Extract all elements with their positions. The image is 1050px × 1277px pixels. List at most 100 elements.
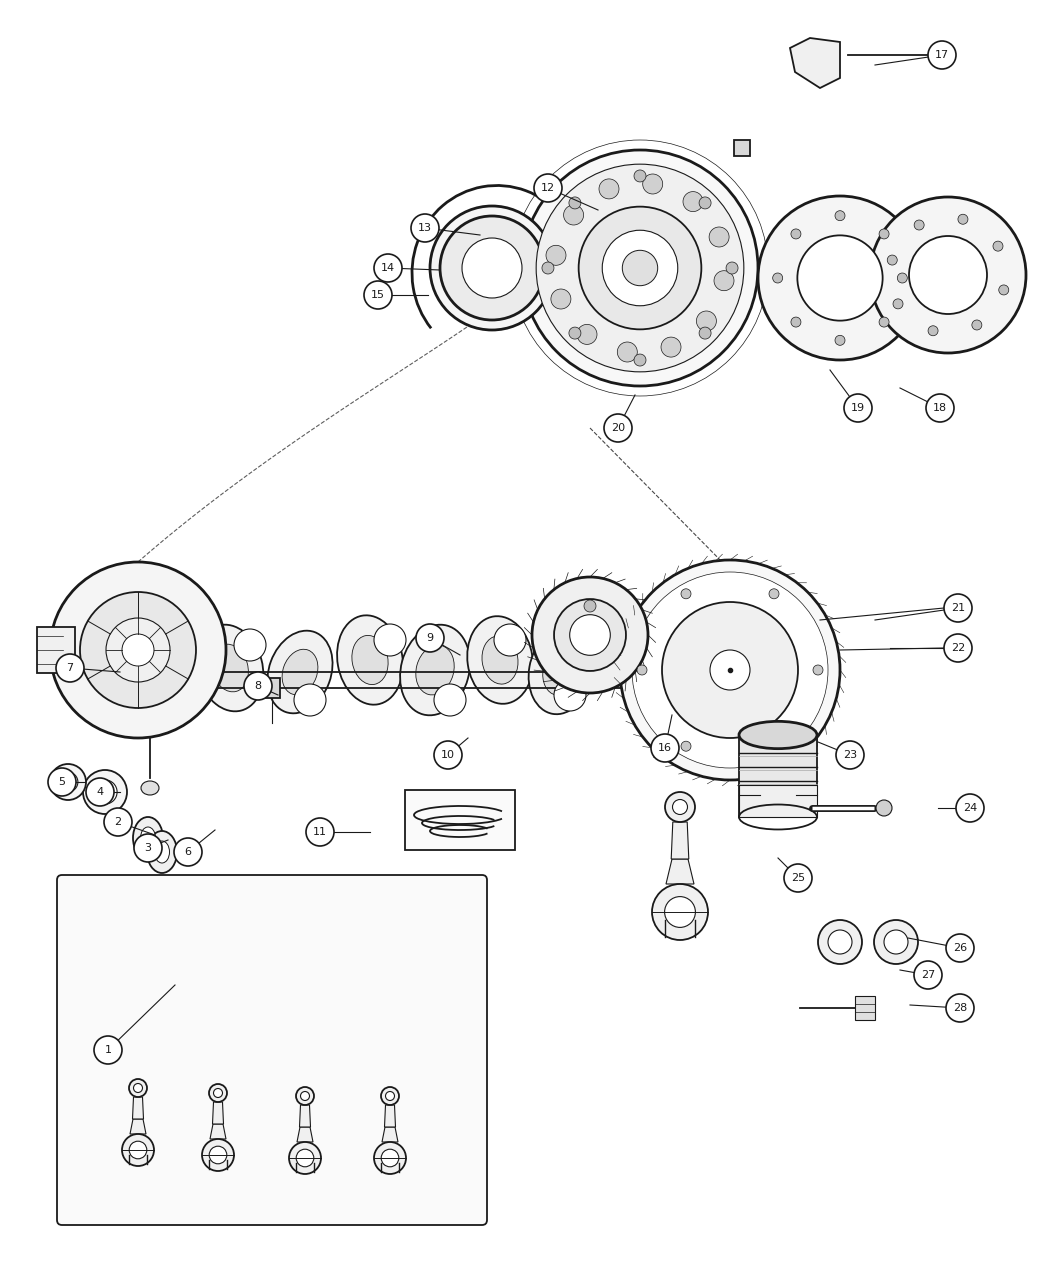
Circle shape (944, 633, 972, 661)
Text: 3: 3 (145, 843, 151, 853)
Circle shape (381, 1149, 399, 1167)
Circle shape (440, 216, 544, 321)
Bar (38, 627, 76, 673)
Circle shape (494, 624, 526, 656)
Circle shape (634, 354, 646, 366)
Polygon shape (384, 1105, 396, 1128)
Ellipse shape (154, 842, 169, 863)
Circle shape (554, 599, 626, 670)
Circle shape (209, 1084, 227, 1102)
Circle shape (887, 255, 898, 266)
Ellipse shape (482, 636, 518, 684)
Ellipse shape (282, 649, 318, 695)
Ellipse shape (196, 624, 264, 711)
Circle shape (364, 281, 392, 309)
Ellipse shape (160, 663, 170, 697)
Ellipse shape (416, 645, 455, 695)
Circle shape (56, 654, 84, 682)
Bar (405, 790, 514, 850)
Text: 21: 21 (951, 603, 965, 613)
Ellipse shape (147, 831, 177, 873)
Circle shape (699, 327, 711, 340)
Ellipse shape (352, 636, 388, 684)
Circle shape (617, 342, 637, 361)
Circle shape (578, 324, 597, 345)
Circle shape (699, 197, 711, 209)
Circle shape (665, 896, 695, 927)
Text: 19: 19 (850, 404, 865, 412)
Circle shape (213, 1088, 223, 1097)
Polygon shape (132, 1097, 144, 1119)
Text: 17: 17 (934, 50, 949, 60)
Circle shape (632, 572, 828, 767)
Circle shape (958, 215, 968, 225)
Circle shape (381, 1087, 399, 1105)
Circle shape (835, 211, 845, 221)
Circle shape (289, 1142, 321, 1174)
Circle shape (879, 317, 889, 327)
Circle shape (879, 229, 889, 239)
Polygon shape (212, 1102, 224, 1124)
Circle shape (133, 1083, 143, 1093)
Circle shape (874, 919, 918, 964)
Circle shape (58, 773, 78, 792)
Circle shape (374, 1142, 406, 1174)
Circle shape (813, 665, 823, 676)
Text: 27: 27 (921, 971, 936, 979)
Circle shape (209, 1147, 227, 1163)
Ellipse shape (129, 645, 151, 715)
Ellipse shape (133, 817, 163, 859)
Circle shape (681, 741, 691, 751)
Circle shape (972, 321, 982, 329)
Ellipse shape (936, 50, 952, 60)
Circle shape (946, 994, 974, 1022)
Text: 2: 2 (114, 817, 122, 827)
Ellipse shape (739, 722, 817, 748)
Circle shape (876, 799, 892, 816)
Circle shape (844, 395, 872, 421)
Circle shape (915, 220, 924, 230)
Circle shape (643, 174, 663, 194)
Circle shape (569, 327, 581, 340)
Circle shape (532, 577, 648, 693)
Circle shape (944, 594, 972, 622)
Ellipse shape (400, 624, 470, 715)
Circle shape (174, 838, 202, 866)
Circle shape (434, 741, 462, 769)
Circle shape (791, 317, 801, 327)
Circle shape (818, 919, 862, 964)
Circle shape (122, 633, 154, 667)
Circle shape (92, 780, 118, 805)
Ellipse shape (134, 663, 146, 697)
Text: 10: 10 (441, 750, 455, 760)
Bar (739, 785, 817, 817)
Ellipse shape (153, 645, 176, 715)
Circle shape (434, 684, 466, 716)
Circle shape (570, 614, 610, 655)
Circle shape (129, 1142, 147, 1158)
Circle shape (993, 241, 1003, 252)
Circle shape (462, 238, 522, 298)
Circle shape (672, 799, 688, 815)
Text: 4: 4 (97, 787, 104, 797)
Circle shape (956, 794, 984, 822)
Circle shape (537, 165, 743, 372)
Circle shape (773, 273, 782, 283)
Polygon shape (666, 859, 694, 884)
Circle shape (758, 195, 922, 360)
Circle shape (48, 767, 76, 796)
Circle shape (835, 336, 845, 345)
Circle shape (652, 884, 708, 940)
Ellipse shape (337, 616, 403, 705)
Circle shape (374, 624, 406, 656)
Circle shape (80, 593, 196, 707)
Text: 12: 12 (541, 183, 555, 193)
Circle shape (104, 808, 132, 836)
Bar (734, 140, 750, 156)
Polygon shape (299, 1105, 311, 1128)
Circle shape (870, 197, 1026, 352)
Polygon shape (210, 1124, 226, 1139)
Ellipse shape (528, 630, 591, 714)
Circle shape (234, 630, 266, 661)
Ellipse shape (141, 827, 155, 849)
